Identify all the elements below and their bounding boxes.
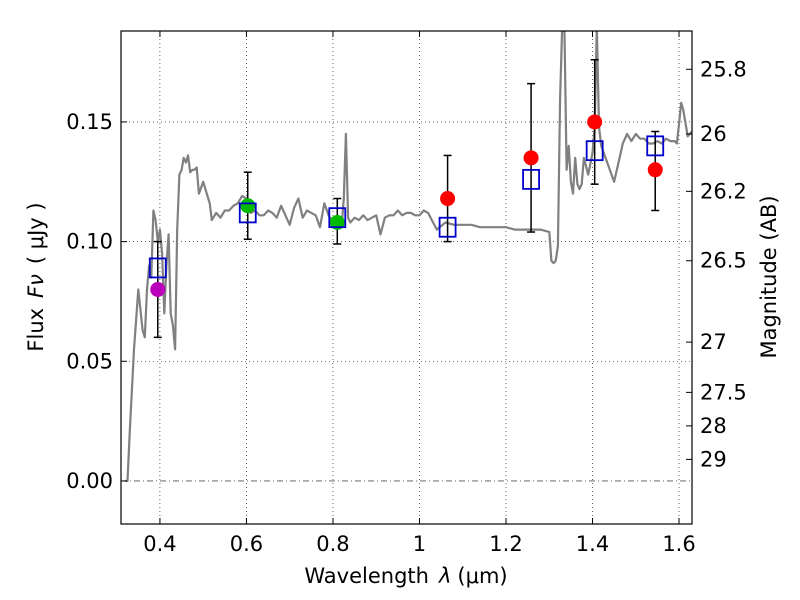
y-tick-label: 0.00 bbox=[66, 469, 113, 493]
model-spectrum-line bbox=[125, 31, 692, 482]
model-band-square bbox=[148, 257, 167, 279]
model-band-squares bbox=[148, 135, 665, 279]
grid-lines bbox=[121, 31, 692, 524]
observed-point bbox=[150, 281, 166, 297]
model-band-square bbox=[522, 168, 540, 190]
magnitude-tick-label: 26.5 bbox=[700, 249, 747, 273]
plot-frame bbox=[120, 30, 693, 525]
y-tick-label: 0.15 bbox=[66, 110, 113, 134]
magnitude-tick-label: 27 bbox=[700, 330, 727, 354]
magnitude-tick-label: 28 bbox=[700, 414, 727, 438]
model-band-square bbox=[646, 135, 665, 157]
magnitude-axis-label: Magnitude (AB) bbox=[757, 195, 781, 358]
y-tick-label: 0.10 bbox=[66, 230, 113, 254]
observed-point bbox=[240, 198, 256, 214]
magnitude-axis-ticks: 25.8 26 26.2 26.5 27 27.5 28 29 bbox=[686, 57, 747, 471]
y-axis-label: FluxFν( μJy ) bbox=[24, 202, 48, 351]
model-band-square bbox=[438, 216, 457, 238]
observed-point bbox=[523, 150, 539, 166]
x-axis-ticks: 0.4 0.6 0.8 1 1.2 1.4 1.6 bbox=[143, 31, 696, 556]
observed-point bbox=[647, 162, 663, 178]
magnitude-tick-label: 26.2 bbox=[700, 179, 747, 203]
model-band-square bbox=[238, 202, 257, 224]
magnitude-tick-label: 26 bbox=[700, 122, 727, 146]
x-axis-label: Wavelength λ (μm) bbox=[304, 564, 507, 588]
y-tick-label: 0.05 bbox=[66, 349, 113, 373]
y-axis-ticks: 0.00 0.05 0.10 0.15 bbox=[66, 110, 127, 493]
observed-point bbox=[587, 114, 603, 130]
x-tick-label: 1.2 bbox=[489, 532, 522, 556]
magnitude-tick-label: 29 bbox=[700, 447, 727, 471]
magnitude-tick-label: 25.8 bbox=[700, 57, 747, 81]
observed-point bbox=[329, 214, 345, 230]
x-tick-label: 0.6 bbox=[230, 532, 263, 556]
observed-point bbox=[440, 191, 456, 207]
model-band-square bbox=[328, 207, 347, 229]
x-tick-label: 1 bbox=[413, 532, 426, 556]
x-tick-label: 1.4 bbox=[576, 532, 609, 556]
x-tick-label: 1.6 bbox=[662, 532, 695, 556]
x-tick-label: 0.8 bbox=[316, 532, 349, 556]
x-tick-label: 0.4 bbox=[143, 532, 176, 556]
error-bars bbox=[153, 58, 660, 339]
observed-points bbox=[150, 114, 663, 297]
model-band-square bbox=[585, 140, 604, 162]
magnitude-tick-label: 27.5 bbox=[700, 380, 747, 404]
